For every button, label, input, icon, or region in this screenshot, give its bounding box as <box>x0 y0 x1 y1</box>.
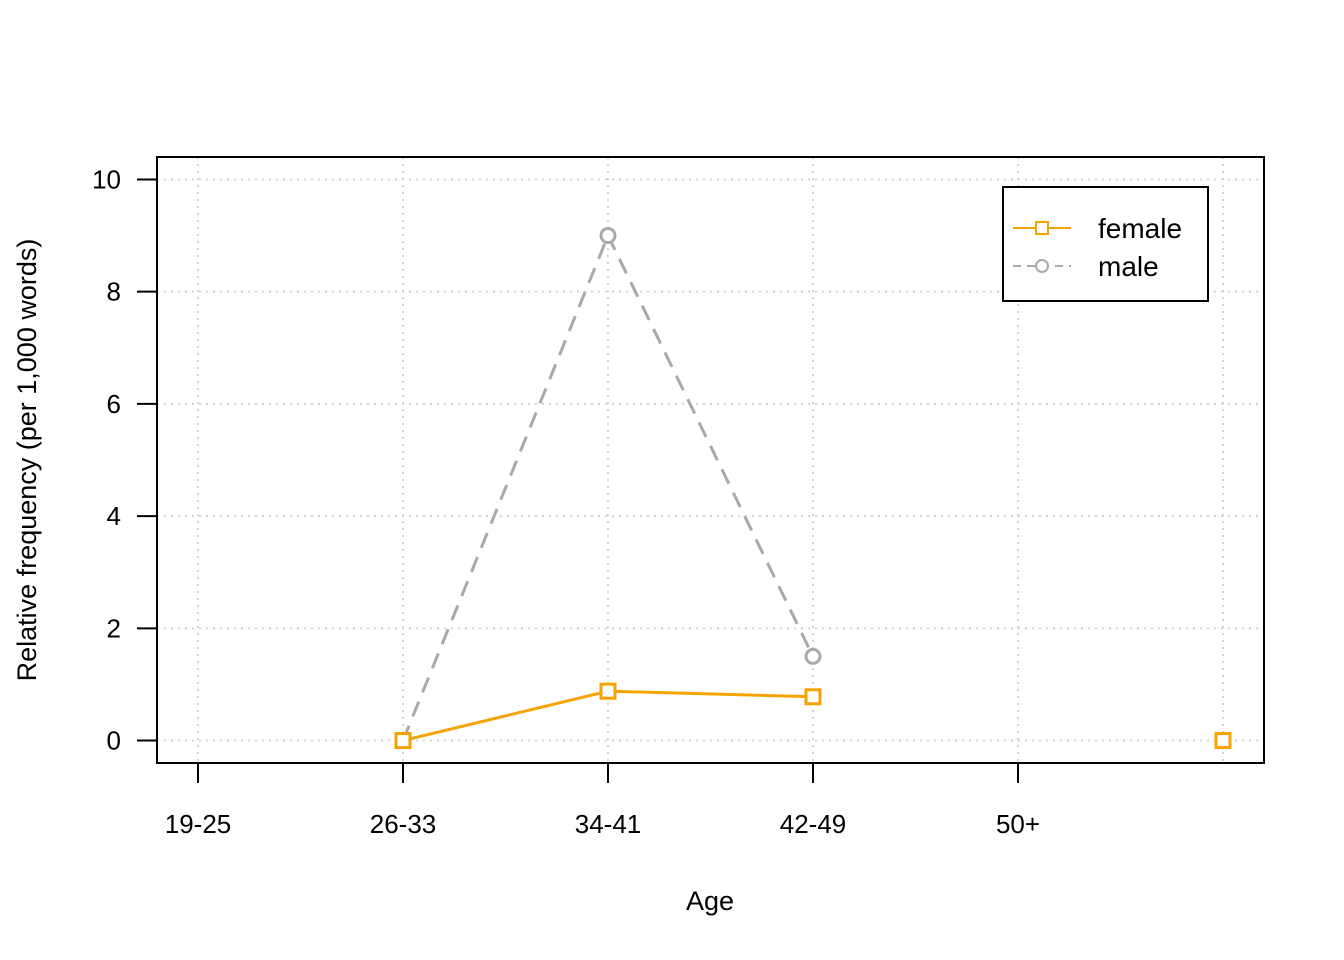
legend: female male <box>1002 186 1209 302</box>
y-tick-label: 10 <box>92 164 121 194</box>
series-male-point <box>804 647 822 665</box>
x-tick-label: 19-25 <box>165 809 232 839</box>
series-male-segment <box>401 234 610 742</box>
x-tick-label: 42-49 <box>780 809 847 839</box>
series-layer <box>394 227 1232 750</box>
grid-lines <box>157 157 1264 763</box>
x-tick-label: 50+ <box>996 809 1040 839</box>
x-axis-title: Age <box>686 886 734 916</box>
axes: 0 2 4 6 8 10 19-25 26-33 34-41 42-49 50+ <box>92 164 1040 839</box>
series-female-segment <box>607 689 814 699</box>
legend-marker-female <box>1035 221 1049 235</box>
y-tick-label: 4 <box>107 501 121 531</box>
y-axis-title: Relative frequency (per 1,000 words) <box>12 239 42 682</box>
legend-label-female: female <box>1098 213 1182 244</box>
series-male-point <box>599 227 617 245</box>
series-female-point <box>1214 732 1232 750</box>
y-tick-label: 6 <box>107 389 121 419</box>
series-female-point <box>804 688 822 706</box>
series-female-point <box>394 732 412 750</box>
legend-label-male: male <box>1098 251 1159 282</box>
series-male-segment <box>606 234 815 658</box>
x-tick-label: 26-33 <box>370 809 437 839</box>
plot-frame <box>156 156 1265 764</box>
series-female-point <box>599 682 617 700</box>
y-tick-label: 8 <box>107 277 121 307</box>
y-tick-label: 0 <box>107 726 121 756</box>
series-female-segment <box>402 689 609 743</box>
legend-marker-male <box>1035 259 1049 273</box>
legend-box <box>1002 186 1209 302</box>
y-tick-label: 2 <box>107 613 121 643</box>
x-tick-label: 34-41 <box>575 809 642 839</box>
